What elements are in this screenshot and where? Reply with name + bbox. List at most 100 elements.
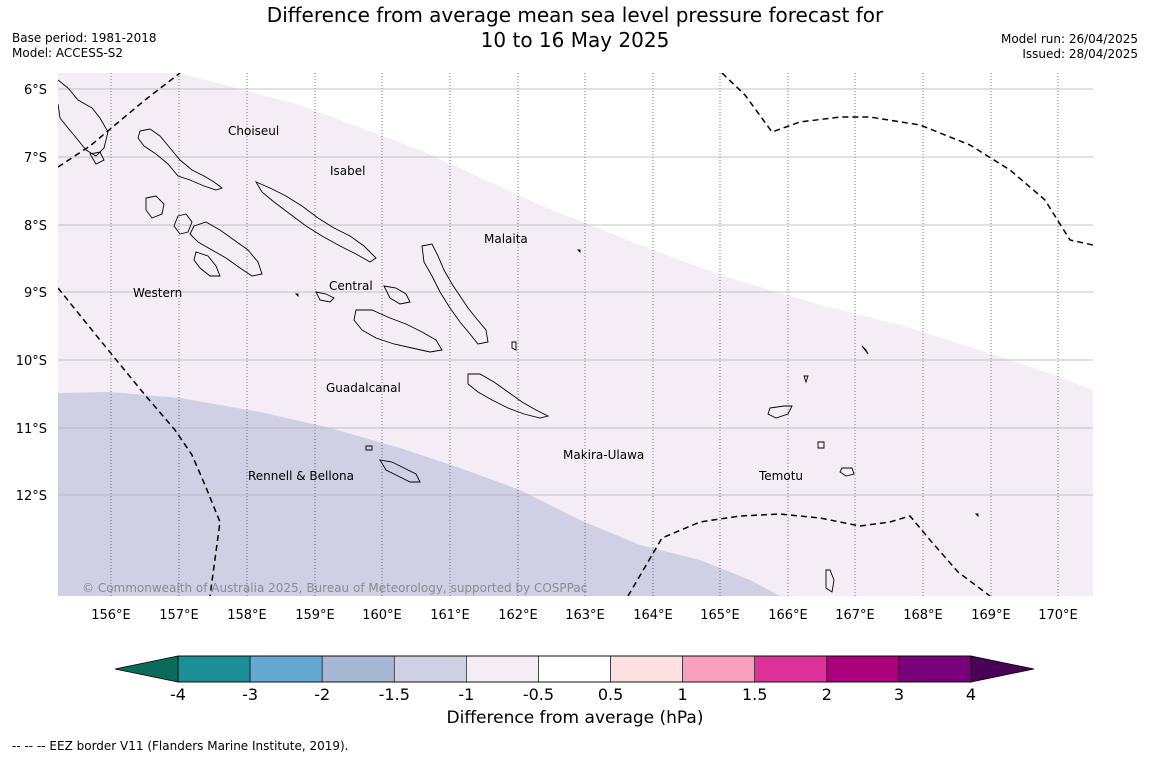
colorbar-segment: [826, 655, 900, 683]
lon-label: 158°E: [227, 608, 267, 623]
colorbar-tick-label: -2: [314, 685, 330, 700]
colorbar-tick-label: 1.5: [742, 685, 767, 700]
colorbar-segment: [249, 655, 323, 683]
lon-label: 166°E: [768, 608, 808, 623]
eez-border-northwest: [58, 73, 181, 168]
shortland-islands: [89, 151, 105, 165]
title-line-2: 10 to 16 May 2025: [480, 28, 670, 52]
lon-label: 169°E: [971, 608, 1011, 623]
ontong-java-islet: [576, 249, 581, 254]
base-period: Base period: 1981-2018: [12, 31, 157, 45]
colorbar-tick-label: -4: [170, 685, 186, 700]
lon-label: 167°E: [835, 608, 875, 623]
colorbar-segment: [682, 655, 756, 683]
isabel-island: [254, 181, 377, 263]
region-label: Central: [329, 279, 373, 293]
colorbar-segment: [321, 655, 395, 683]
lon-label: 160°E: [362, 608, 402, 623]
colorbar-frame: [177, 655, 972, 683]
russell-islands: [315, 291, 335, 303]
lon-label: 165°E: [700, 608, 740, 623]
colorbar-segment: [898, 655, 972, 683]
colorbar-tick-label: 3: [894, 685, 904, 700]
colorbar-tick-labels: -4 -3 -2 -1.5 -1 -0.5 0.5 1 1.5 2 3 4: [170, 685, 976, 700]
reef-islands: [803, 375, 809, 384]
sikaiana-islet: [294, 293, 299, 298]
colorbar-label: Difference from average (hPa): [446, 708, 704, 728]
region-label: Rennell & Bellona: [248, 469, 354, 483]
anomaly-zone-minus-1: [58, 392, 780, 596]
region-label: Choiseul: [228, 124, 279, 138]
region-label: Makira-Ulawa: [563, 448, 644, 462]
region-label: Isabel: [330, 164, 365, 178]
lon-label: 168°E: [903, 608, 943, 623]
region-label: Western: [133, 286, 182, 300]
eez-border-west: [58, 287, 221, 596]
colorbar-tick-label: 0.5: [598, 685, 623, 700]
tikopia-island: [817, 441, 825, 449]
title-line-1: Difference from average mean sea level p…: [266, 3, 884, 27]
lon-label: 159°E: [295, 608, 335, 623]
rendova-island: [193, 251, 221, 277]
issued-date: Issued: 28/04/2025: [1022, 47, 1138, 61]
lon-label: 162°E: [498, 608, 538, 623]
colorbar-segment: [754, 655, 828, 683]
colorbar-over-extend: [970, 655, 1035, 683]
lat-label: 12°S: [16, 489, 47, 504]
region-label: Temotu: [758, 469, 803, 483]
small-malaita-island: [511, 341, 517, 351]
meta-right: Model run: 26/04/2025 Issued: 28/04/2025: [1001, 32, 1138, 62]
choiseul-island: [137, 128, 223, 191]
longitude-gridlines: [110, 73, 1059, 596]
copyright-notice: © Commonwealth of Australia 2025, Bureau…: [82, 581, 587, 595]
colorbar-segment: [610, 655, 683, 683]
colorbar-segment: [538, 655, 611, 683]
model-run: Model run: 26/04/2025: [1000, 32, 1138, 46]
eez-border-south: [627, 513, 991, 596]
eez-border-northeast: [721, 73, 1093, 246]
model-name: Model: ACCESS-S2: [12, 46, 124, 60]
colorbar-tick-label: 4: [966, 685, 976, 700]
region-label: Guadalcanal: [326, 381, 401, 395]
florida-islands: [383, 285, 411, 305]
land-outlines: [58, 79, 979, 593]
latitude-axis-labels: 6°S 7°S 8°S 9°S 10°S 11°S 12°S: [16, 83, 47, 504]
meta-left: Base period: 1981-2018 Model: ACCESS-S2: [12, 31, 157, 61]
lat-label: 10°S: [16, 354, 47, 369]
colorbar-tick-label: -3: [242, 685, 258, 700]
guadalcanal-island: [353, 309, 443, 353]
vella-lavella: [145, 195, 165, 219]
fatutaka-islet: [974, 513, 979, 518]
rennell-island: [379, 459, 421, 483]
lat-label: 11°S: [16, 422, 47, 437]
lat-label: 8°S: [24, 219, 47, 234]
lat-label: 9°S: [24, 286, 47, 301]
colorbar-segments: [177, 655, 972, 683]
bougainville-coast: [58, 79, 109, 157]
colorbar-tick-label: -1.5: [379, 685, 410, 700]
new-georgia-group: [173, 213, 263, 277]
eez-footnote: -- -- -- EEZ border V11 (Flanders Marine…: [12, 739, 349, 753]
anuta-island: [825, 569, 835, 593]
colorbar-segment: [177, 655, 251, 683]
forecast-map: Choiseul Isabel Malaita Western Central …: [16, 73, 1093, 700]
lon-label: 156°E: [91, 608, 131, 623]
map-plot-area: Choiseul Isabel Malaita Western Central …: [58, 73, 1093, 596]
latitude-gridlines: [58, 88, 1093, 496]
colorbar-segment: [393, 655, 467, 683]
colorbar-tick-label: -1: [458, 685, 474, 700]
vanikoro-island: [839, 467, 855, 477]
longitude-axis-labels: 156°E 157°E 158°E 159°E 160°E 161°E 162°…: [91, 608, 1078, 623]
lon-label: 164°E: [633, 608, 673, 623]
duff-islands: [861, 345, 869, 355]
map-title: Difference from average mean sea level p…: [230, 3, 920, 53]
colorbar-segment: [466, 655, 539, 683]
santa-cruz-island: [767, 405, 793, 419]
makira-island: [467, 373, 550, 419]
colorbar-under-extend: [114, 655, 179, 683]
bellona-island: [365, 445, 373, 451]
lon-label: 157°E: [159, 608, 199, 623]
eez-borders: [58, 73, 1093, 596]
malaita-island: [421, 243, 489, 345]
lat-label: 7°S: [24, 151, 47, 166]
